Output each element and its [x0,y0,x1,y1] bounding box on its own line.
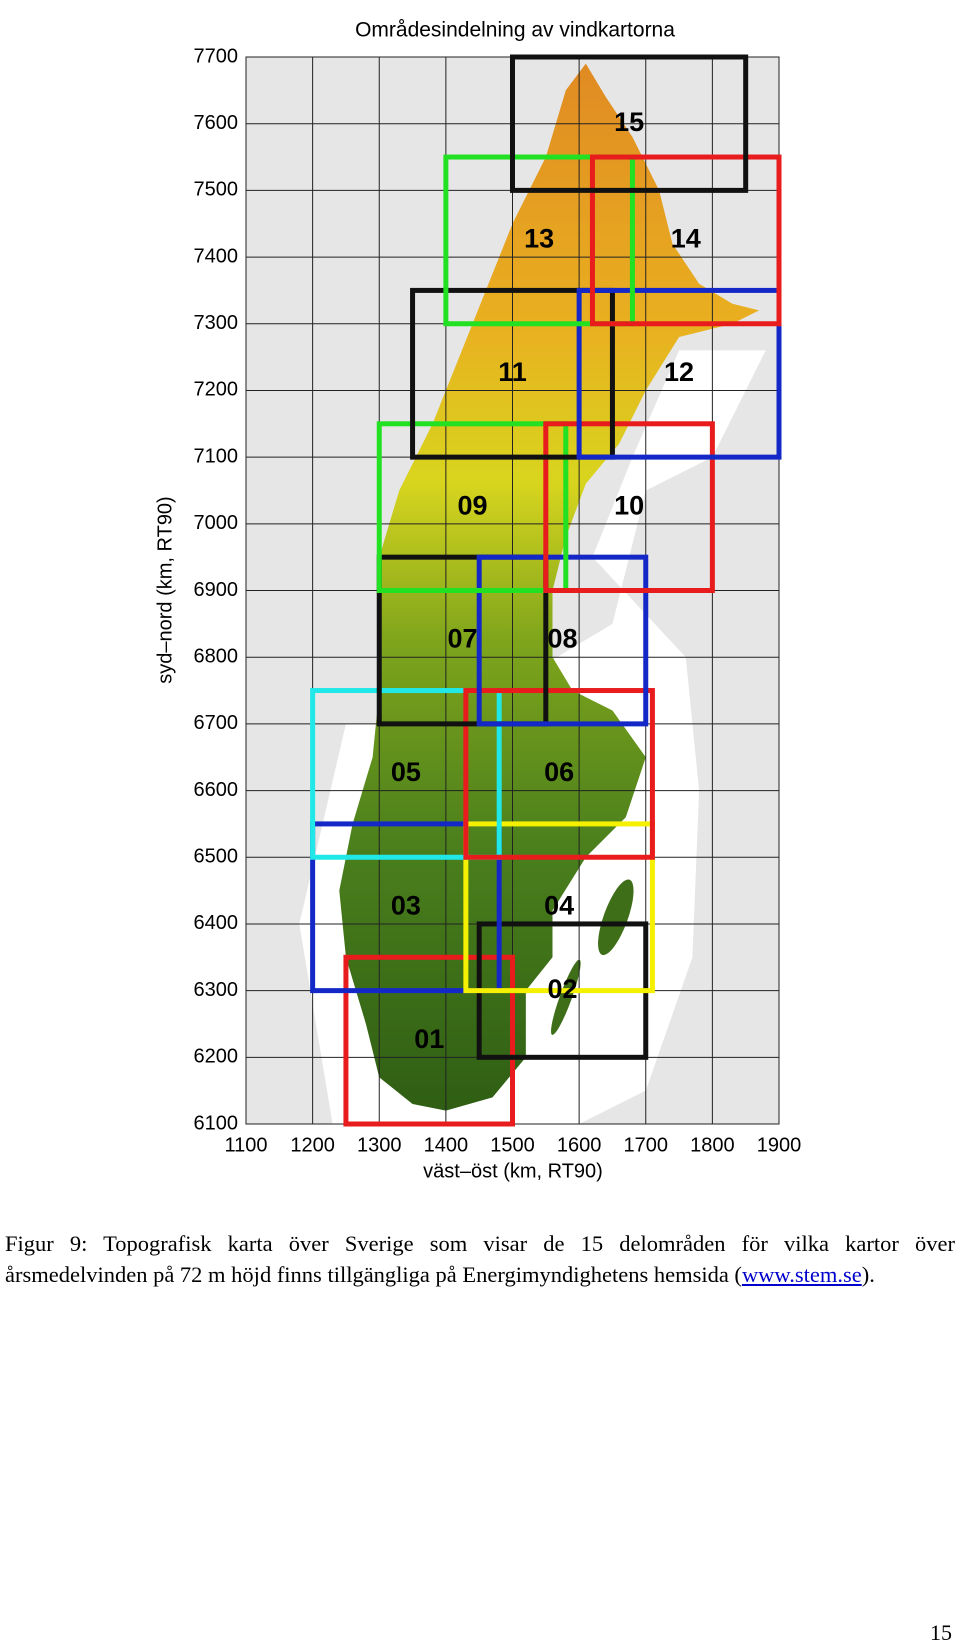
region-label: 04 [544,890,574,920]
y-tick-label: 7000 [194,512,239,534]
figure-title: Områdesindelning av vindkartorna [355,19,675,42]
island [598,879,634,956]
region-label: 01 [414,1024,444,1054]
region-label: 11 [498,357,527,387]
region-label: 02 [547,974,577,1004]
region-label: 09 [458,490,488,520]
region-box [310,688,502,860]
region-box [576,287,782,460]
figure-caption: Figur 9: Topografisk karta över Sverige … [5,1228,955,1290]
region-box [463,821,655,994]
region-label: 03 [391,890,421,920]
y-tick-label: 7600 [194,112,239,134]
x-tick-label: 1700 [624,1134,669,1156]
x-tick-label: 1300 [357,1134,402,1156]
region-box [310,821,502,994]
x-axis-label: väst–öst (km, RT90) [423,1160,603,1182]
region-label: 06 [544,757,574,787]
region-box [343,954,515,1127]
y-tick-label: 6300 [194,979,239,1001]
region-box [589,154,782,327]
x-tick-label: 1400 [424,1134,469,1156]
y-tick-label: 7200 [194,379,239,401]
region-label: 08 [547,624,577,654]
x-tick-label: 1500 [490,1134,535,1156]
region-label: 13 [524,224,554,254]
y-tick-label: 6600 [194,779,239,801]
caption-link[interactable]: www.stem.se [741,1262,862,1287]
region-label: 14 [671,224,701,254]
y-tick-label: 6800 [194,645,239,667]
region-label: 07 [448,624,478,654]
region-box [376,554,549,727]
x-tick-label: 1200 [290,1134,335,1156]
region-box [510,54,749,193]
y-tick-label: 6500 [194,846,239,868]
caption-text: Figur 9: Topografisk karta över Sverige … [5,1231,955,1287]
y-axis-label: syd–nord (km, RT90) [154,496,176,683]
y-tick-label: 7700 [194,45,239,67]
figure: Områdesindelning av vindkartorna väst–ös… [154,19,802,1183]
y-tick-label: 6700 [194,712,239,734]
region-box [443,154,635,327]
x-tick-label: 1600 [557,1134,602,1156]
region-label: 12 [664,357,694,387]
y-tick-label: 7400 [194,245,239,267]
region-box [376,421,569,593]
y-tick-label: 7300 [194,312,239,334]
caption-text: ). [861,1262,875,1287]
y-tick-label: 7100 [194,445,239,467]
x-tick-label: 1100 [224,1134,267,1156]
region-label: 05 [391,757,421,787]
region-label: 15 [614,107,644,137]
x-tick-label: 1800 [690,1134,735,1156]
region-box [543,421,715,593]
region-box [463,688,655,860]
y-tick-label: 6100 [194,1112,239,1134]
page-number: 15 [930,1620,952,1645]
region-box [410,287,615,460]
region-box [476,554,649,727]
y-tick-label: 6900 [194,579,239,601]
y-tick-label: 6400 [194,912,239,934]
region-label: 10 [614,490,644,520]
x-tick-label: 1900 [757,1134,802,1156]
y-tick-label: 6200 [194,1046,239,1068]
y-tick-label: 7500 [194,179,239,201]
plot-area: 01 02 03 04 05 06 07 08 09 10 11 12 13 14 15 [245,54,782,1127]
island [551,959,581,1035]
